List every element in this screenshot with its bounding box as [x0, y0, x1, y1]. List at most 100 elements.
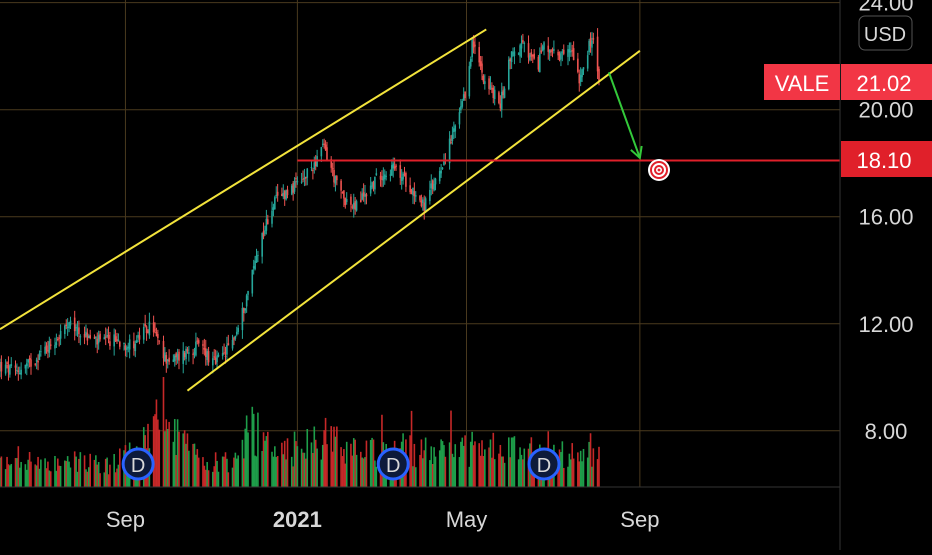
volume-bar — [247, 432, 249, 487]
candle-body — [97, 335, 100, 344]
volume-bar — [362, 458, 365, 487]
volume-bar — [216, 460, 218, 487]
volume-bar — [498, 453, 500, 487]
volume-bar — [0, 456, 3, 487]
volume-bar — [257, 412, 259, 487]
candle-body — [73, 317, 76, 332]
volume-bar — [523, 448, 526, 487]
target-icon[interactable] — [648, 159, 670, 181]
candle-body — [400, 177, 403, 181]
candle-body — [393, 166, 396, 169]
volume-bar — [478, 443, 480, 487]
volume-bar — [73, 451, 76, 487]
volume-bar — [502, 456, 504, 487]
volume-bar — [192, 443, 194, 487]
volume-bar — [557, 461, 559, 487]
volume-bar — [579, 450, 582, 487]
volume-bar — [468, 466, 471, 487]
volume-bar — [6, 456, 8, 487]
volume-bar — [333, 426, 335, 487]
volume-bar — [355, 454, 358, 487]
candle-body — [352, 202, 355, 209]
volume-bar — [233, 457, 235, 487]
candle-body — [272, 207, 275, 211]
candle-body — [560, 52, 562, 60]
candle-body — [93, 337, 96, 339]
candle-body — [162, 341, 165, 359]
candle-body — [127, 346, 130, 349]
candle-body — [300, 181, 303, 183]
volume-bar — [283, 440, 286, 487]
candle-body — [265, 218, 268, 231]
candle-body — [492, 87, 495, 99]
volume-bar — [206, 462, 208, 487]
volume-bar — [453, 457, 455, 487]
volume-bar — [207, 470, 210, 487]
volume-bar — [414, 467, 417, 487]
candle-body — [18, 372, 21, 375]
candle-body — [399, 165, 402, 178]
volume-bar — [117, 464, 120, 487]
candle-body — [202, 344, 204, 346]
candle-body — [543, 42, 545, 50]
x-tick-label: 2021 — [273, 507, 322, 532]
volume-bar — [314, 439, 317, 487]
candle-body — [351, 206, 354, 208]
volume-bar — [24, 464, 27, 487]
y-tick-label: 8.00 — [865, 419, 908, 444]
volume-bar — [9, 465, 11, 487]
volume-bar — [48, 470, 51, 487]
candle-body — [571, 50, 574, 52]
currency-box[interactable] — [858, 15, 913, 51]
volume-bar — [166, 428, 169, 487]
volume-bar — [438, 450, 441, 487]
volume-bar — [352, 438, 355, 487]
candle-body — [134, 343, 137, 352]
candle-body — [413, 191, 416, 197]
volume-bar — [40, 459, 42, 487]
volume-bar — [17, 446, 20, 487]
volume-bar — [331, 451, 334, 487]
candle-body — [598, 68, 600, 81]
volume-bar — [75, 456, 77, 487]
volume-bar — [14, 458, 17, 487]
volume-bar — [430, 446, 433, 487]
candle-body — [395, 165, 397, 167]
volume-bar — [197, 457, 200, 487]
currency-label[interactable]: USD — [864, 24, 906, 46]
candle-body — [35, 359, 38, 362]
volume-bar — [217, 471, 220, 487]
volume-bar — [360, 451, 362, 487]
volume-bar — [183, 430, 186, 487]
candle-body — [290, 185, 293, 195]
candle-body — [350, 196, 352, 205]
dividend-marker-label: D — [537, 455, 551, 477]
candle-body — [561, 51, 564, 53]
candle-body — [570, 51, 572, 53]
volume-bar — [320, 459, 323, 487]
candle-body — [144, 323, 146, 327]
volume-bar — [481, 440, 483, 487]
candle-body — [158, 340, 161, 342]
candle-body — [124, 345, 127, 350]
volume-bar — [522, 459, 524, 487]
candle-body — [138, 335, 141, 340]
volume-bar — [588, 441, 590, 487]
candle-body — [281, 194, 283, 196]
volume-bar — [20, 461, 22, 487]
candle-body — [512, 52, 514, 54]
volume-bar — [55, 470, 58, 487]
channel-line — [0, 28, 487, 330]
volume-bar — [4, 469, 7, 487]
candle-body — [293, 181, 296, 192]
candle-body — [343, 190, 345, 199]
target-price-label: 18.10 — [856, 148, 911, 173]
volume-bar — [310, 442, 313, 487]
volume-bar — [271, 451, 273, 487]
volume-bar — [451, 453, 454, 487]
candle-body — [382, 176, 385, 181]
volume-bar — [586, 457, 589, 487]
candle-body — [217, 354, 220, 357]
